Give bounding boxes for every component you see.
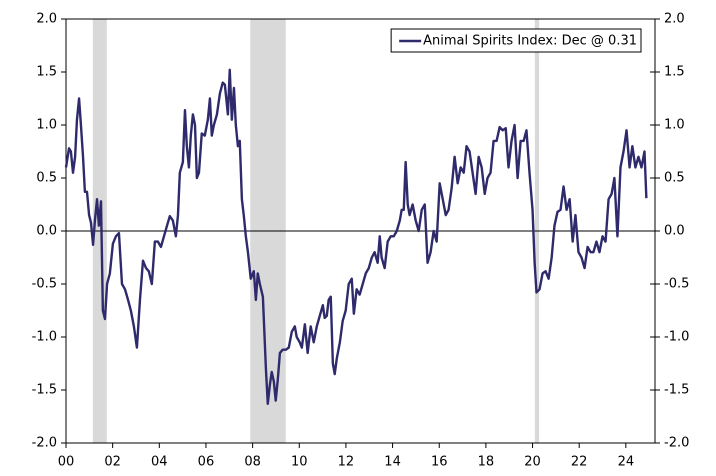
y2-tick-label: -0.5 (664, 277, 689, 292)
y2-tick-label: 1.5 (664, 65, 685, 80)
y2-tick-label: 1.0 (664, 118, 685, 133)
y2-tick-label: 0.5 (664, 171, 685, 186)
x-tick-label: 14 (384, 455, 401, 470)
y-tick-label: 0.5 (36, 171, 57, 186)
y-tick-label: -1.0 (32, 330, 57, 345)
x-tick-label: 02 (104, 455, 121, 470)
legend-label: Animal Spirits Index: Dec @ 0.31 (423, 34, 637, 49)
y-tick-label: -0.5 (32, 277, 57, 292)
y-tick-label: 0.0 (36, 224, 57, 239)
x-tick-label: 20 (524, 455, 541, 470)
y2-tick-label: 0.0 (664, 224, 685, 239)
x-tick-label: 16 (431, 455, 448, 470)
legend-box (390, 28, 642, 53)
y2-tick-label: -1.0 (664, 330, 689, 345)
x-tick-label: 18 (478, 455, 495, 470)
x-tick-label: 12 (338, 455, 355, 470)
y-tick-label: -1.5 (32, 383, 57, 398)
x-tick-label: 24 (618, 455, 635, 470)
y-tick-label: -2.0 (32, 436, 57, 451)
x-tick-label: 22 (571, 455, 588, 470)
series-line (64, 68, 648, 405)
x-tick-label: 10 (291, 455, 308, 470)
y-tick-label: 1.0 (36, 118, 57, 133)
y2-tick-label: -2.0 (664, 436, 689, 451)
y2-tick-label: 2.0 (664, 12, 685, 27)
x-tick-label: 00 (58, 455, 75, 470)
x-tick-label: 06 (198, 455, 215, 470)
y2-tick-label: -1.5 (664, 383, 689, 398)
y-tick-label: 2.0 (36, 12, 57, 27)
x-tick-label: 08 (244, 455, 261, 470)
y-tick-label: 1.5 (36, 65, 57, 80)
x-tick-label: 04 (151, 455, 168, 470)
